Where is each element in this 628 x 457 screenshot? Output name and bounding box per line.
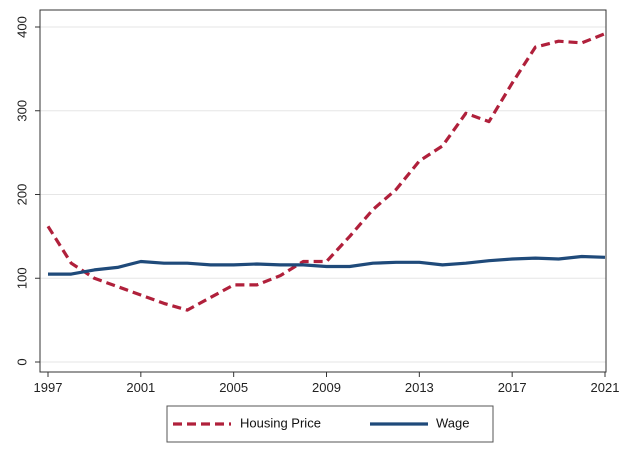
gridlines <box>40 26 606 363</box>
plot-frame <box>39 9 607 373</box>
series-line-wage <box>48 254 606 276</box>
x-tick-label: 2005 <box>219 380 248 395</box>
y-tick-label: 400 <box>14 16 29 38</box>
x-tick-label: 1997 <box>34 380 63 395</box>
x-tick-label: 2021 <box>591 380 620 395</box>
y-tick-label: 100 <box>14 267 29 289</box>
series-line-housing-price <box>46 32 606 312</box>
y-tick-label: 300 <box>14 100 29 122</box>
legend-label-housing-price: Housing Price <box>240 415 321 430</box>
y-tick-label: 0 <box>14 358 29 365</box>
legend-label-wage: Wage <box>436 415 469 430</box>
x-tick-label: 2009 <box>312 380 341 395</box>
y-tick-label: 200 <box>14 184 29 206</box>
x-tick-label: 2017 <box>498 380 527 395</box>
x-tick-label: 2001 <box>126 380 155 395</box>
x-tick-label: 2013 <box>405 380 434 395</box>
legend: Housing Price Wage <box>166 405 494 443</box>
series-lines <box>46 32 606 312</box>
axes: 0 100 200 300 400 1997 2001 2005 2009 2013 2017 202… <box>14 9 620 395</box>
